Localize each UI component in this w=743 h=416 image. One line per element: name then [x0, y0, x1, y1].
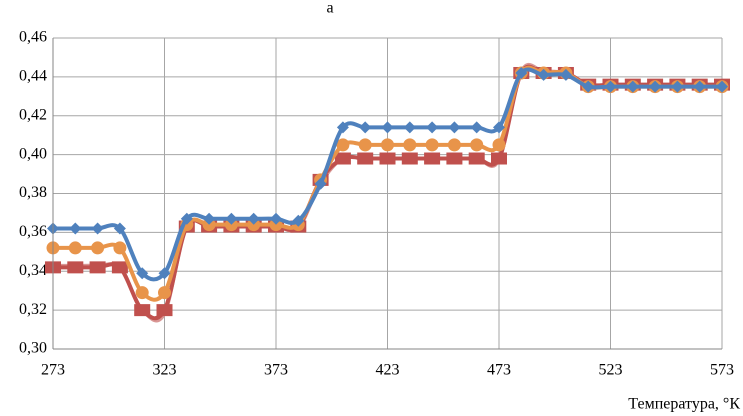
x-tick-label: 573: [710, 362, 734, 379]
marker: [113, 222, 126, 235]
y-tick-label: 0,40: [19, 145, 47, 162]
marker: [357, 152, 374, 165]
marker: [68, 241, 82, 255]
marker: [334, 152, 351, 165]
x-tick-label: 373: [264, 362, 288, 379]
marker: [203, 212, 216, 225]
marker: [537, 68, 550, 81]
marker: [381, 138, 394, 152]
marker: [292, 214, 305, 227]
marker: [336, 121, 349, 134]
marker: [270, 212, 282, 225]
marker: [247, 212, 260, 225]
marker: [425, 138, 439, 152]
marker: [180, 212, 193, 225]
marker: [468, 152, 485, 165]
marker: [403, 121, 416, 134]
y-tick-label: 0,34: [19, 262, 47, 279]
marker: [89, 261, 106, 274]
marker: [136, 267, 149, 280]
marker: [225, 212, 238, 225]
y-tick-label: 0,46: [19, 29, 47, 46]
marker: [582, 80, 595, 93]
marker: [156, 304, 173, 317]
marker: [158, 267, 171, 280]
x-tick-label: 473: [487, 362, 511, 379]
marker: [158, 286, 171, 300]
marker: [67, 261, 84, 274]
x-tick-label: 523: [599, 362, 623, 379]
marker: [358, 138, 372, 152]
marker: [113, 241, 127, 255]
marker: [379, 152, 396, 165]
marker: [626, 80, 639, 93]
marker: [649, 80, 662, 93]
marker: [604, 80, 617, 93]
marker: [403, 138, 417, 152]
x-axis-title: Температура, °К: [628, 396, 740, 413]
marker: [359, 121, 372, 134]
marker: [91, 222, 104, 235]
x-tick-label: 323: [153, 362, 177, 379]
y-tick-label: 0,44: [19, 68, 47, 85]
marker: [134, 304, 151, 317]
marker: [671, 80, 684, 93]
marker: [491, 152, 507, 165]
marker: [470, 138, 484, 152]
chart-title: a: [326, 0, 333, 17]
marker: [515, 66, 528, 79]
x-tick-label: 423: [376, 362, 400, 379]
marker: [446, 152, 463, 165]
marker: [693, 80, 706, 93]
marker: [69, 222, 82, 235]
y-tick-label: 0,38: [19, 184, 47, 201]
marker: [493, 121, 505, 134]
marker: [314, 177, 327, 190]
marker: [716, 80, 728, 93]
marker: [381, 121, 394, 134]
y-tick-label: 0,42: [19, 106, 47, 123]
marker: [426, 121, 439, 134]
marker: [424, 152, 441, 165]
marker: [447, 138, 461, 152]
marker: [135, 286, 149, 300]
y-tick-label: 0,30: [19, 340, 47, 357]
marker: [448, 121, 461, 134]
marker: [470, 121, 483, 134]
marker: [492, 138, 506, 152]
marker: [401, 152, 418, 165]
marker: [111, 261, 128, 274]
marker: [559, 68, 572, 81]
marker: [91, 241, 105, 255]
y-tick-label: 0,32: [19, 301, 47, 318]
marker: [336, 138, 350, 152]
x-tick-label: 273: [41, 362, 65, 379]
y-tick-label: 0,36: [19, 223, 47, 240]
